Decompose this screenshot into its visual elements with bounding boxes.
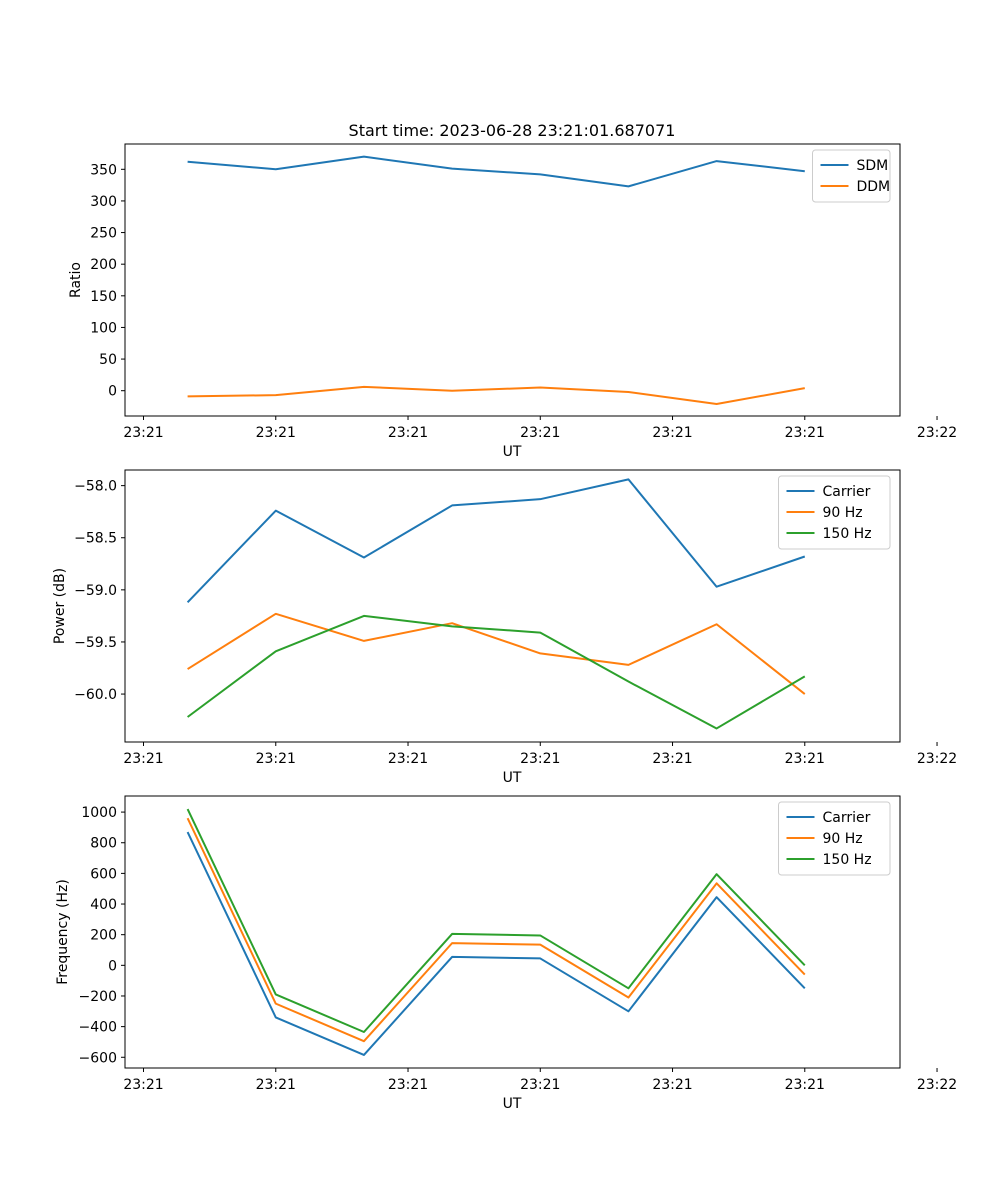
x-tick-label: 23:21: [256, 425, 296, 441]
series-line-0: [186, 831, 806, 1056]
x-tick-label: 23:21: [785, 1077, 825, 1093]
x-axis-label: UT: [503, 770, 522, 786]
y-tick-label: −59.0: [74, 583, 117, 599]
axes-frame: [124, 469, 901, 743]
y-tick-label: −600: [79, 1050, 117, 1066]
series-line-1: [186, 817, 806, 1043]
x-tick-label: 23:21: [520, 425, 560, 441]
y-tick-label: 300: [90, 194, 117, 210]
series-line-2: [186, 808, 806, 1033]
y-tick-label: −200: [79, 989, 117, 1005]
x-axis-label: UT: [503, 444, 522, 460]
y-tick-label: 800: [90, 836, 117, 852]
y-tick-label: 600: [90, 866, 117, 882]
legend-label: Carrier: [823, 810, 871, 826]
y-tick-label: −60.0: [74, 687, 117, 703]
legend-label: 90 Hz: [823, 505, 863, 521]
legend-label: 150 Hz: [823, 852, 872, 868]
series-line-0: [187, 155, 805, 188]
x-tick-label: 23:22: [917, 751, 957, 767]
x-tick-label: 23:21: [785, 751, 825, 767]
series-line-1: [187, 385, 805, 405]
legend-label: DDM: [857, 179, 891, 195]
x-tick-label: 23:21: [785, 425, 825, 441]
x-tick-label: 23:21: [520, 751, 560, 767]
x-tick-label: 23:22: [917, 1077, 957, 1093]
y-tick-label: 150: [90, 289, 117, 305]
x-tick-label: 23:21: [388, 751, 428, 767]
y-tick-label: 400: [90, 897, 117, 913]
x-tick-label: 23:21: [652, 1077, 692, 1093]
x-tick-label: 23:22: [917, 425, 957, 441]
axes-frame: [124, 795, 901, 1069]
x-tick-label: 23:21: [123, 1077, 163, 1093]
x-tick-label: 23:21: [388, 1077, 428, 1093]
x-tick-label: 23:21: [652, 425, 692, 441]
y-tick-label: −59.5: [74, 635, 117, 651]
series-line-0: [186, 478, 806, 604]
series-line-1: [187, 612, 806, 695]
y-axis-label: Ratio: [68, 262, 84, 298]
y-tick-label: 200: [90, 928, 117, 944]
legend-label: Carrier: [823, 484, 871, 500]
legend-label: 90 Hz: [823, 831, 863, 847]
legend: [778, 801, 891, 876]
y-axis-label: Frequency (Hz): [55, 879, 71, 985]
y-tick-label: 50: [99, 352, 117, 368]
y-tick-label: −58.5: [74, 531, 117, 547]
x-tick-label: 23:21: [256, 1077, 296, 1093]
power-panel: UT Power (dB) 23:21 23:21 23:21 23:21 23:21 2…: [52, 469, 957, 786]
ratio-panel: Start time: 2023-06-28 23:21:01.687071 U…: [68, 121, 957, 460]
y-tick-label: 100: [90, 320, 117, 336]
x-tick-label: 23:21: [388, 425, 428, 441]
axes-frame: [124, 143, 901, 417]
y-tick-label: 1000: [81, 805, 117, 821]
x-tick-label: 23:21: [652, 751, 692, 767]
series-line-2: [187, 614, 806, 730]
y-tick-label: 0: [108, 384, 117, 400]
y-axis-label: Power (dB): [52, 568, 68, 644]
x-axis-label: UT: [503, 1096, 522, 1112]
x-tick-label: 23:21: [520, 1077, 560, 1093]
legend: [812, 149, 891, 203]
x-tick-label: 23:21: [123, 751, 163, 767]
legend: [778, 475, 891, 550]
y-tick-label: −400: [79, 1020, 117, 1036]
legend-label: 150 Hz: [823, 526, 872, 542]
y-tick-label: −58.0: [74, 479, 117, 495]
y-tick-label: 250: [90, 226, 117, 242]
x-tick-label: 23:21: [256, 751, 296, 767]
y-tick-label: 200: [90, 257, 117, 273]
frequency-panel: UT Frequency (Hz) 23:21 23:21 23:21 23:21 23…: [55, 795, 957, 1112]
chart-title: Start time: 2023-06-28 23:21:01.687071: [349, 121, 676, 140]
legend-label: SDM: [857, 158, 889, 174]
x-tick-label: 23:21: [123, 425, 163, 441]
y-tick-label: 350: [90, 162, 117, 178]
y-tick-label: 0: [108, 958, 117, 974]
